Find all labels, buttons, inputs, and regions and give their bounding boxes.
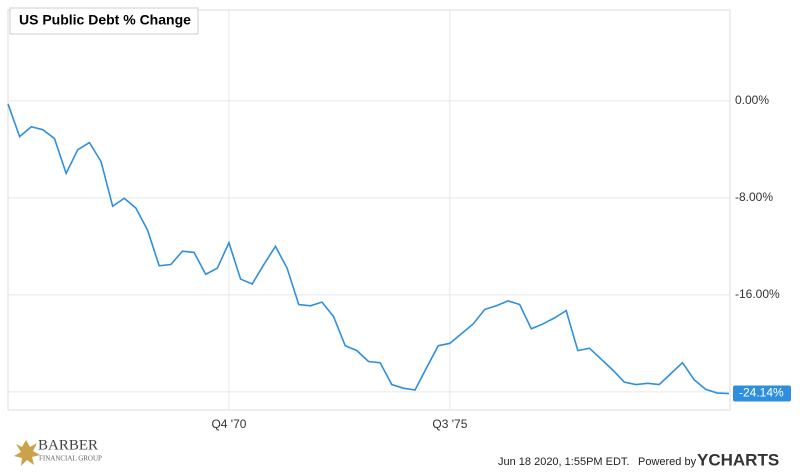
line bbox=[7, 103, 730, 395]
y-tick-label: -8.00% bbox=[735, 190, 773, 204]
timestamp: Jun 18 2020, 1:55PM EDT. bbox=[498, 456, 629, 468]
chart-title: US Public Debt % Change bbox=[19, 12, 191, 28]
footer-logo: BARBER FINANCIAL GROUP bbox=[14, 437, 102, 466]
x-tick-label: Q3 '75 bbox=[432, 417, 467, 431]
brand: YCHARTS bbox=[697, 450, 779, 469]
title-box bbox=[9, 7, 199, 35]
plot-area bbox=[7, 9, 731, 411]
x-tick-label: Q4 '70 bbox=[211, 417, 246, 431]
logo-mark bbox=[14, 440, 40, 466]
value-label: -24.14% bbox=[739, 386, 784, 400]
y-tick-label: -16.00% bbox=[735, 287, 780, 301]
logo-sub: FINANCIAL GROUP bbox=[39, 455, 102, 463]
powered-by: Powered by bbox=[638, 456, 697, 468]
grid bbox=[8, 10, 730, 410]
y-tick-label: 0.00% bbox=[735, 93, 769, 107]
lines bbox=[7, 103, 730, 395]
logo-name: BARBER bbox=[38, 437, 98, 453]
value-badge bbox=[733, 385, 791, 402]
